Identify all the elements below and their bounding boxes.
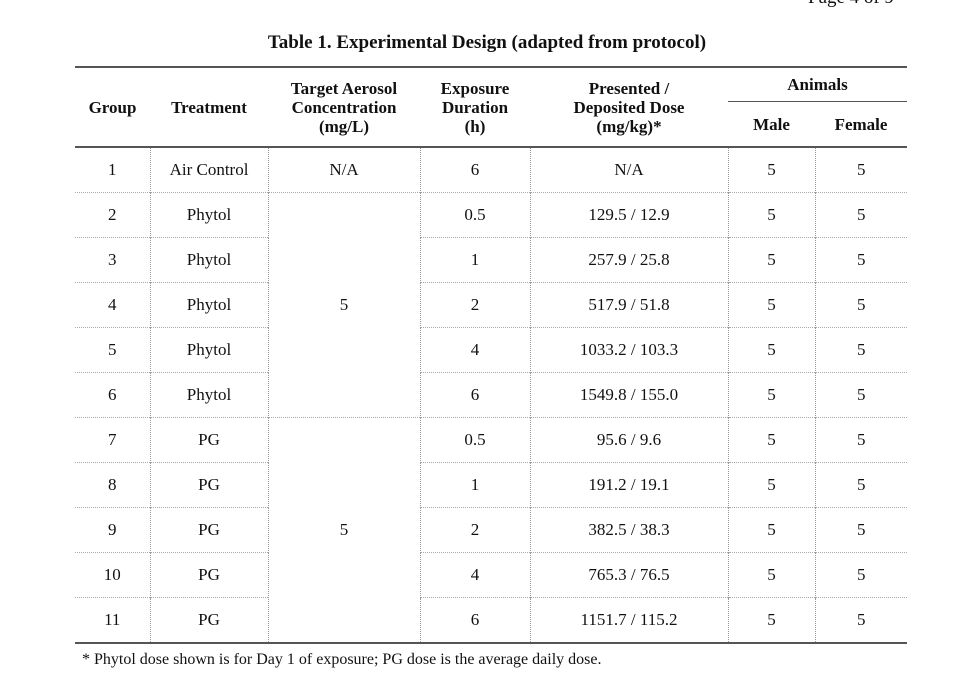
cell-dose: 129.5 / 12.9 (529, 192, 728, 238)
header-treatment: Treatment (150, 66, 268, 148)
header-concentration: Target Aerosol Concentration (mg/L) (268, 66, 420, 148)
cell-male: 5 (727, 552, 815, 598)
cell-duration: 1 (419, 462, 530, 508)
cell-dose: 765.3 / 76.5 (529, 552, 728, 598)
cell-dose: 191.2 / 19.1 (529, 462, 728, 508)
cell-male: 5 (727, 507, 815, 553)
header-dose: Presented / Deposited Dose (mg/kg)* (530, 66, 728, 148)
header-duration: Exposure Duration (h) (420, 66, 530, 148)
cell-duration: 1 (419, 237, 530, 283)
cell-male: 5 (727, 282, 815, 328)
cell-concentration: 5 (267, 417, 420, 644)
cell-female: 5 (814, 237, 907, 283)
cell-male: 5 (727, 417, 815, 463)
cell-group: 9 (75, 507, 150, 553)
cell-group: 8 (75, 462, 150, 508)
cell-duration: 4 (419, 327, 530, 373)
table-row: 11 PG 6 1151.7 / 115.2 5 5 (75, 597, 907, 644)
table-row: 8 PG 1 191.2 / 19.1 5 5 (75, 462, 907, 508)
cell-duration: 0.5 (419, 417, 530, 463)
cell-female: 5 (814, 507, 907, 553)
table-row: 4 Phytol 2 517.9 / 51.8 5 5 (75, 282, 907, 328)
cell-male: 5 (727, 462, 815, 508)
header-group: Group (75, 66, 150, 148)
table-row: 2 Phytol 5 0.5 129.5 / 12.9 5 5 (75, 192, 907, 418)
table-row: 7 PG 5 0.5 95.6 / 9.6 5 5 (75, 417, 907, 644)
cell-group: 3 (75, 237, 150, 283)
cell-duration: 2 (419, 507, 530, 553)
cell-male: 5 (727, 372, 815, 418)
cell-treatment: Air Control (149, 147, 268, 193)
table-row: 3 Phytol 1 257.9 / 25.8 5 5 (75, 237, 907, 283)
cell-dose: 517.9 / 51.8 (529, 282, 728, 328)
cell-treatment: PG (149, 597, 268, 644)
cell-duration: 6 (419, 597, 530, 644)
table-footnote: * Phytol dose shown is for Day 1 of expo… (82, 651, 602, 668)
cell-concentration: N/A (267, 147, 420, 193)
cell-treatment: Phytol (149, 237, 268, 283)
cell-treatment: Phytol (149, 192, 268, 238)
cell-duration: 6 (419, 147, 530, 193)
cell-group: 2 (75, 192, 150, 238)
cell-dose: 1151.7 / 115.2 (529, 597, 728, 644)
cell-female: 5 (814, 372, 907, 418)
cell-concentration: 5 (267, 192, 420, 418)
cell-dose: 1549.8 / 155.0 (529, 372, 728, 418)
cell-dose: N/A (529, 147, 728, 193)
table-row: 9 PG 2 382.5 / 38.3 5 5 (75, 507, 907, 553)
header-female: Female (815, 101, 907, 148)
cell-duration: 6 (419, 372, 530, 418)
cell-dose: 382.5 / 38.3 (529, 507, 728, 553)
cell-treatment: PG (149, 417, 268, 463)
cell-female: 5 (814, 192, 907, 238)
cell-treatment: PG (149, 507, 268, 553)
cell-group: 6 (75, 372, 150, 418)
cell-male: 5 (727, 192, 815, 238)
cell-male: 5 (727, 327, 815, 373)
cell-female: 5 (814, 597, 907, 644)
cell-group: 10 (75, 552, 150, 598)
table-title: Table 1. Experimental Design (adapted fr… (267, 32, 707, 53)
cell-female: 5 (814, 147, 907, 193)
experimental-design-table: Group Treatment Target Aerosol Concentrat… (75, 66, 907, 644)
cell-duration: 2 (419, 282, 530, 328)
cell-treatment: Phytol (149, 372, 268, 418)
cell-treatment: Phytol (149, 327, 268, 373)
cell-male: 5 (727, 597, 815, 644)
cell-female: 5 (814, 552, 907, 598)
cell-female: 5 (814, 462, 907, 508)
cell-dose: 1033.2 / 103.3 (529, 327, 728, 373)
table-row: 5 Phytol 4 1033.2 / 103.3 5 5 (75, 327, 907, 373)
cell-female: 5 (814, 327, 907, 373)
cell-group: 1 (108, 160, 117, 179)
page-number: Page 4 of 9 (808, 0, 894, 9)
header-animals: Animals (728, 66, 907, 102)
cell-male: 5 (727, 237, 815, 283)
cell-group: 4 (75, 282, 150, 328)
table-row: 10 PG 4 765.3 / 76.5 5 5 (75, 552, 907, 598)
cell-treatment: PG (149, 552, 268, 598)
cell-treatment: PG (149, 462, 268, 508)
header-male: Male (728, 101, 815, 148)
cell-male: 5 (727, 147, 815, 193)
cell-duration: 4 (419, 552, 530, 598)
cell-dose: 95.6 / 9.6 (529, 417, 728, 463)
table-row: 1 Air Control N/A 6 N/A 5 5 (75, 147, 907, 193)
cell-female: 5 (814, 417, 907, 463)
cell-female: 5 (814, 282, 907, 328)
table-row: 6 Phytol 6 1549.8 / 155.0 5 5 (75, 372, 907, 418)
cell-group: 11 (75, 597, 150, 644)
cell-dose: 257.9 / 25.8 (529, 237, 728, 283)
cell-group: 7 (75, 417, 150, 463)
cell-group: 5 (75, 327, 150, 373)
cell-duration: 0.5 (419, 192, 530, 238)
cell-treatment: Phytol (149, 282, 268, 328)
